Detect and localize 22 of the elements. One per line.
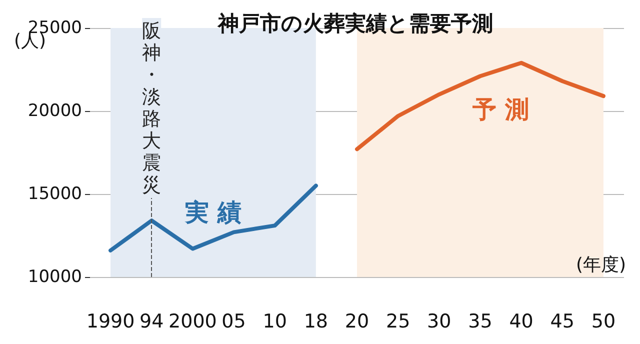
series-label: 実 績: [184, 198, 242, 226]
ref-line-label: 阪神・淡路大震災: [142, 20, 162, 196]
y-tick-label: 10000: [28, 267, 82, 287]
x-tick-label: 18: [304, 310, 328, 332]
x-tick-label: 1990: [86, 310, 135, 332]
x-tick-label: 25: [386, 310, 410, 332]
x-tick-label: 94: [140, 310, 164, 332]
series-label: 予 測: [472, 96, 529, 124]
x-tick-label: 10: [262, 310, 287, 332]
x-tick-label: 50: [591, 310, 616, 332]
x-tick-label: 2000: [168, 310, 217, 332]
chart-title: 神戸市の火葬実績と需要予測: [217, 12, 493, 36]
y-tick-label: 20000: [28, 101, 82, 121]
x-tick-label: 40: [509, 310, 534, 332]
line-series: [355, 60, 606, 152]
y-tick-label: 15000: [28, 184, 82, 204]
x-tick-label: 35: [468, 310, 492, 332]
x-axis-title: (年度): [576, 254, 626, 276]
x-tick-label: 30: [427, 310, 452, 332]
x-tick-label: 45: [550, 310, 574, 332]
x-tick-label: 20: [344, 310, 370, 332]
x-tick-label: 05: [222, 310, 246, 332]
